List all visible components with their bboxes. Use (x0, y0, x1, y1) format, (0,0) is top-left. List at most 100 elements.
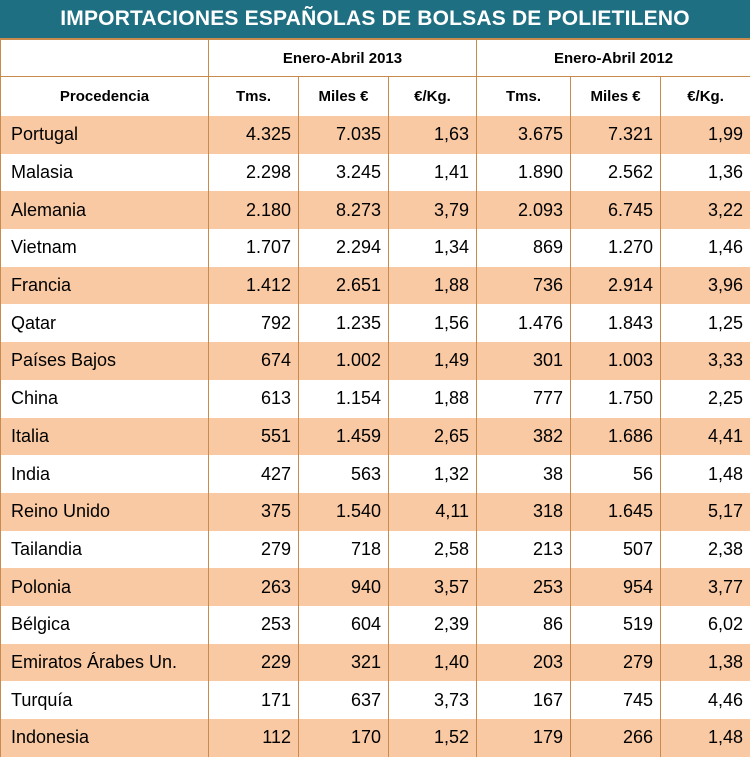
tons-2012-cell: 736 (477, 267, 571, 305)
tons-2012-cell: 203 (477, 644, 571, 682)
origin-cell: Emiratos Árabes Un. (1, 644, 209, 682)
thousand-eur-2012-cell: 519 (571, 606, 661, 644)
thousand-eur-2012-cell: 1.750 (571, 380, 661, 418)
eur-per-kg-2013-cell: 4,11 (389, 493, 477, 531)
thousand-eur-2012-cell: 507 (571, 531, 661, 569)
tons-2012-cell: 3.675 (477, 116, 571, 154)
thousand-eur-2012-cell: 2.914 (571, 267, 661, 305)
thousand-eur-2013-cell: 637 (299, 681, 389, 719)
origin-cell: Portugal (1, 116, 209, 154)
tons-2013-cell: 551 (209, 418, 299, 456)
column-header-tons-2013: Tms. (209, 77, 299, 117)
tons-2013-cell: 792 (209, 304, 299, 342)
column-header-eur-per-kg-2012: €/Kg. (661, 77, 750, 117)
eur-per-kg-2013-cell: 2,58 (389, 531, 477, 569)
eur-per-kg-2012-cell: 1,36 (661, 154, 750, 192)
tons-2012-cell: 1.890 (477, 154, 571, 192)
thousand-eur-2012-cell: 1.645 (571, 493, 661, 531)
thousand-eur-2013-cell: 604 (299, 606, 389, 644)
thousand-eur-2012-cell: 2.562 (571, 154, 661, 192)
thousand-eur-2012-cell: 1.843 (571, 304, 661, 342)
thousand-eur-2012-cell: 1.003 (571, 342, 661, 380)
thousand-eur-2012-cell: 6.745 (571, 191, 661, 229)
table-title: IMPORTACIONES ESPAÑOLAS DE BOLSAS DE POL… (0, 0, 750, 40)
column-header-eur-per-kg-2013: €/Kg. (389, 77, 477, 117)
tons-2012-cell: 1.476 (477, 304, 571, 342)
tons-2013-cell: 112 (209, 719, 299, 757)
tons-2013-cell: 427 (209, 455, 299, 493)
period-header-2013: Enero-Abril 2013 (209, 40, 477, 77)
eur-per-kg-2012-cell: 1,48 (661, 455, 750, 493)
origin-cell: Italia (1, 418, 209, 456)
period-header-empty (1, 40, 209, 77)
thousand-eur-2012-cell: 1.270 (571, 229, 661, 267)
period-header-2012: Enero-Abril 2012 (477, 40, 750, 77)
eur-per-kg-2013-cell: 1,88 (389, 267, 477, 305)
origin-cell: Tailandia (1, 531, 209, 569)
thousand-eur-2012-cell: 266 (571, 719, 661, 757)
eur-per-kg-2013-cell: 1,56 (389, 304, 477, 342)
thousand-eur-2013-cell: 8.273 (299, 191, 389, 229)
thousand-eur-2012-cell: 56 (571, 455, 661, 493)
thousand-eur-2012-cell: 1.686 (571, 418, 661, 456)
eur-per-kg-2013-cell: 1,34 (389, 229, 477, 267)
tons-2013-cell: 171 (209, 681, 299, 719)
column-header-origin: Procedencia (1, 77, 209, 117)
eur-per-kg-2013-cell: 1,40 (389, 644, 477, 682)
thousand-eur-2013-cell: 563 (299, 455, 389, 493)
eur-per-kg-2013-cell: 1,41 (389, 154, 477, 192)
origin-cell: China (1, 380, 209, 418)
imports-table: Enero-Abril 2013 Enero-Abril 2012 Proced… (0, 40, 750, 757)
eur-per-kg-2012-cell: 1,25 (661, 304, 750, 342)
eur-per-kg-2012-cell: 4,41 (661, 418, 750, 456)
column-header-thousand-eur-2013: Miles € (299, 77, 389, 117)
eur-per-kg-2012-cell: 1,38 (661, 644, 750, 682)
tons-2012-cell: 213 (477, 531, 571, 569)
origin-cell: Francia (1, 267, 209, 305)
eur-per-kg-2012-cell: 1,48 (661, 719, 750, 757)
eur-per-kg-2012-cell: 6,02 (661, 606, 750, 644)
origin-cell: Polonia (1, 568, 209, 606)
tons-2013-cell: 1.412 (209, 267, 299, 305)
tons-2013-cell: 613 (209, 380, 299, 418)
thousand-eur-2013-cell: 1.154 (299, 380, 389, 418)
tons-2012-cell: 86 (477, 606, 571, 644)
eur-per-kg-2013-cell: 1,88 (389, 380, 477, 418)
eur-per-kg-2013-cell: 2,39 (389, 606, 477, 644)
eur-per-kg-2012-cell: 2,25 (661, 380, 750, 418)
eur-per-kg-2012-cell: 1,99 (661, 116, 750, 154)
tons-2012-cell: 869 (477, 229, 571, 267)
origin-cell: India (1, 455, 209, 493)
thousand-eur-2013-cell: 1.459 (299, 418, 389, 456)
eur-per-kg-2013-cell: 3,79 (389, 191, 477, 229)
tons-2012-cell: 301 (477, 342, 571, 380)
tons-2012-cell: 2.093 (477, 191, 571, 229)
thousand-eur-2013-cell: 940 (299, 568, 389, 606)
column-header-tons-2012: Tms. (477, 77, 571, 117)
thousand-eur-2013-cell: 1.540 (299, 493, 389, 531)
eur-per-kg-2013-cell: 2,65 (389, 418, 477, 456)
tons-2012-cell: 382 (477, 418, 571, 456)
eur-per-kg-2013-cell: 1,52 (389, 719, 477, 757)
thousand-eur-2013-cell: 321 (299, 644, 389, 682)
column-header-row: Procedencia Tms. Miles € €/Kg. Tms. Mile… (1, 77, 750, 117)
tons-2013-cell: 1.707 (209, 229, 299, 267)
tons-2012-cell: 167 (477, 681, 571, 719)
origin-cell: Malasia (1, 154, 209, 192)
eur-per-kg-2013-cell: 1,49 (389, 342, 477, 380)
thousand-eur-2012-cell: 745 (571, 681, 661, 719)
origin-cell: Vietnam (1, 229, 209, 267)
eur-per-kg-2013-cell: 3,57 (389, 568, 477, 606)
